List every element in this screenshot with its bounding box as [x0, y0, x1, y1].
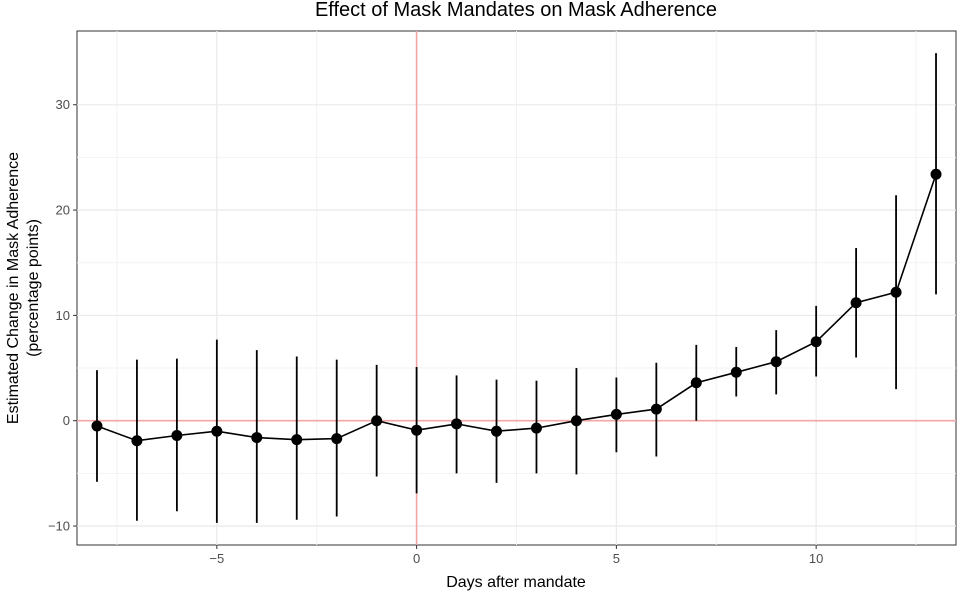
chart-title: Effect of Mask Mandates on Mask Adherenc…: [315, 0, 717, 21]
y-tick-label: 30: [56, 97, 70, 112]
data-point: [730, 366, 742, 378]
data-point: [810, 336, 822, 348]
x-axis-title: Days after mandate: [446, 574, 586, 591]
data-point: [690, 377, 702, 389]
data-point: [291, 434, 303, 446]
data-series: [91, 53, 942, 523]
data-point: [251, 432, 263, 444]
data-point: [131, 435, 143, 447]
x-tick-label: 0: [413, 551, 420, 566]
data-point: [371, 415, 383, 427]
y-tick-label: −10: [48, 519, 70, 534]
data-point: [91, 420, 103, 432]
data-point: [770, 356, 782, 368]
x-tick-label: 5: [613, 551, 620, 566]
x-tick-label: −5: [209, 551, 224, 566]
data-point: [850, 297, 862, 309]
data-point: [530, 422, 542, 434]
data-point: [930, 168, 942, 180]
y-tick-label: 10: [56, 308, 70, 323]
y-tick-label: 20: [56, 203, 70, 218]
data-point: [171, 429, 183, 441]
y-axis: −10 0 10 20 30: [48, 97, 77, 534]
y-axis-title-line-2: (percentage points): [25, 219, 42, 357]
y-axis-title-line-1: Estimated Change in Mask Adherence: [5, 152, 22, 424]
x-tick-label: 10: [809, 551, 823, 566]
data-point: [331, 433, 343, 445]
data-point: [610, 408, 622, 420]
data-point: [650, 403, 662, 415]
data-point: [211, 425, 223, 437]
y-tick-label: 0: [63, 413, 70, 428]
grid-lines: [77, 31, 956, 545]
data-point: [451, 418, 463, 430]
x-axis: −5 0 5 10: [209, 545, 823, 566]
data-point: [570, 415, 582, 427]
data-point: [491, 425, 503, 437]
series-line: [96, 173, 937, 442]
data-point: [411, 424, 423, 436]
plot-panel: [76, 30, 957, 546]
data-point: [890, 286, 902, 298]
